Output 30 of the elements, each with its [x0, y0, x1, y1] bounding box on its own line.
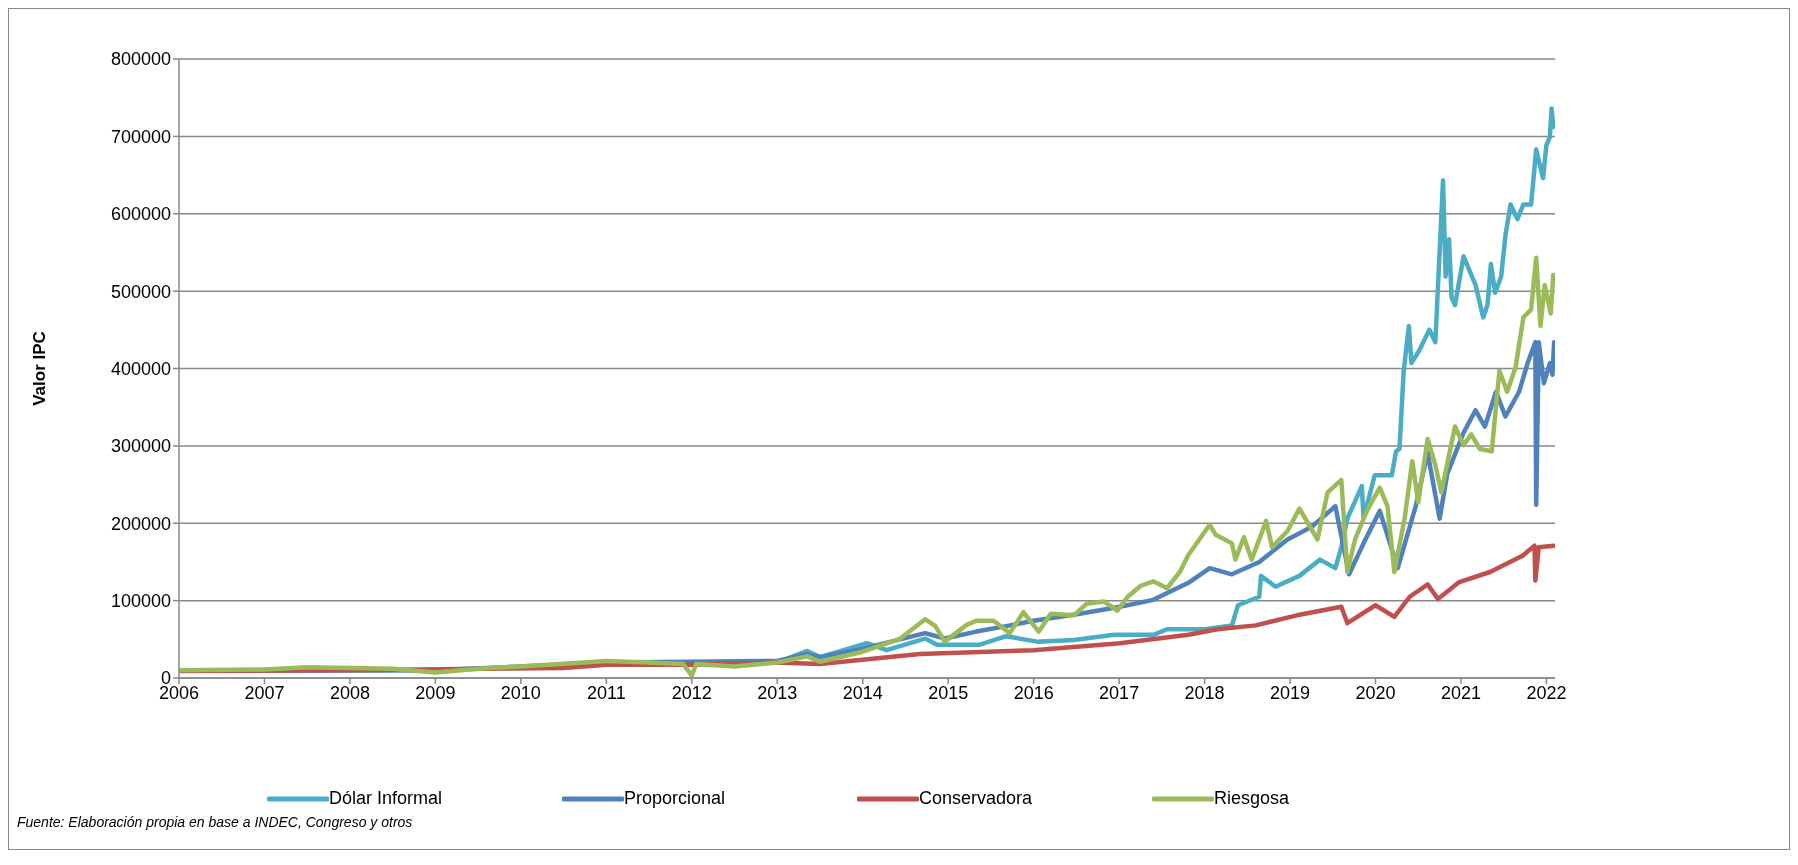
- y-tick-label: 400000: [110, 358, 171, 379]
- x-tick-label: 2018: [1184, 682, 1225, 703]
- x-tick-label: 2007: [244, 682, 285, 703]
- x-tick-label: 2008: [329, 682, 370, 703]
- y-tick-label: 700000: [110, 126, 171, 147]
- legend-label: Dólar Informal: [329, 788, 443, 809]
- x-tick-label: 2019: [1270, 682, 1311, 703]
- x-tick-label: 2017: [1099, 682, 1140, 703]
- y-tick-label: 500000: [110, 281, 171, 302]
- x-tick-label: 2012: [671, 682, 712, 703]
- y-tick-label: 300000: [110, 436, 171, 457]
- x-tick-label: 2021: [1440, 682, 1482, 703]
- x-tick-label: 2013: [757, 682, 798, 703]
- x-tick-label: 2009: [415, 682, 456, 703]
- legend-label: Riesgosa: [1214, 788, 1290, 809]
- x-tick-label: 2022: [1526, 682, 1567, 703]
- source-note: Fuente: Elaboración propia en base a INDEC, Congreso y otros: [17, 814, 413, 830]
- legend-label: Conservadora: [919, 788, 1033, 809]
- y-tick-label: 600000: [110, 204, 171, 225]
- y-tick-label: 200000: [110, 513, 171, 534]
- x-tick-label: 2015: [928, 682, 969, 703]
- x-tick-label: 2011: [586, 682, 626, 703]
- x-tick-label: 2010: [500, 682, 541, 703]
- y-tick-label: 800000: [110, 49, 171, 70]
- y-tick-label: 100000: [110, 591, 171, 612]
- x-tick-label: 2014: [842, 682, 883, 703]
- legend-label: Proporcional: [624, 788, 726, 809]
- y-axis-title: Valor IPC: [30, 331, 50, 406]
- x-tick-label: 2016: [1013, 682, 1054, 703]
- x-tick-label: 2020: [1355, 682, 1396, 703]
